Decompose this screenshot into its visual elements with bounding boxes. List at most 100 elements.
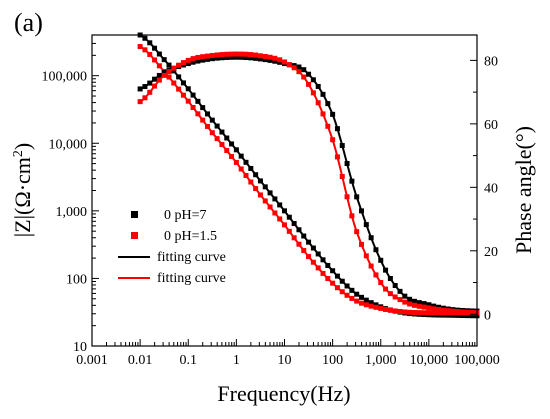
data-point (200, 57, 206, 63)
data-point (166, 69, 172, 75)
data-point (253, 55, 259, 61)
data-point (171, 68, 177, 74)
data-point (209, 130, 215, 136)
data-point (205, 53, 210, 59)
data-point (387, 291, 393, 297)
data-point (267, 54, 273, 60)
data-point (137, 44, 143, 50)
legend-label: fitting curve (157, 250, 226, 265)
data-point (440, 307, 446, 313)
legend-label: fitting curve (157, 271, 226, 286)
data-point (214, 123, 220, 129)
data-point (363, 297, 369, 303)
data-point (306, 81, 312, 87)
data-point (440, 310, 446, 316)
data-point (397, 288, 403, 294)
data-point (320, 111, 326, 117)
data-point (156, 51, 162, 57)
data-point (253, 52, 259, 58)
data-point (397, 297, 403, 303)
data-point (339, 278, 345, 284)
data-point (397, 309, 403, 314)
data-point (262, 57, 268, 63)
data-point (421, 304, 427, 310)
data-point (214, 136, 220, 142)
data-point (286, 228, 292, 234)
data-point (301, 67, 307, 73)
data-point (315, 100, 321, 106)
legend-item-0: 0 pH=7 (131, 208, 207, 223)
data-point (238, 54, 244, 60)
data-point (344, 194, 350, 200)
x-tick-label: 0.001 (76, 353, 108, 368)
data-point (152, 45, 158, 51)
data-point (469, 310, 475, 315)
legend-item-3: fitting curve (118, 271, 226, 286)
data-point (334, 273, 340, 279)
data-point (219, 142, 225, 148)
data-point (349, 287, 355, 293)
data-point (469, 313, 475, 319)
data-point (166, 62, 172, 68)
data-point (152, 83, 158, 89)
data-point (392, 283, 398, 288)
data-point (277, 202, 283, 208)
data-point (291, 221, 297, 227)
series-modulus-1 (137, 44, 480, 316)
legend-label: 0 pH=1.5 (164, 229, 217, 244)
data-point (282, 222, 287, 228)
data-point (310, 90, 316, 96)
y-right-tick-label: 60 (484, 118, 498, 133)
data-point (359, 208, 364, 214)
x-tick-label: 100 (322, 353, 343, 368)
data-point (209, 56, 215, 62)
data-point (315, 83, 321, 89)
data-point (176, 62, 182, 68)
data-point (460, 313, 466, 319)
data-point (147, 80, 153, 86)
x-tick-label: 0.01 (128, 353, 153, 368)
data-point (315, 251, 321, 257)
data-point (243, 54, 249, 60)
data-point (224, 135, 230, 141)
data-point (214, 52, 220, 58)
data-point (147, 51, 153, 57)
data-point (190, 92, 196, 98)
data-point (310, 259, 316, 265)
data-point (142, 84, 148, 90)
data-point (195, 111, 201, 117)
data-point (464, 309, 470, 315)
data-point (407, 301, 413, 307)
data-point (378, 257, 384, 263)
data-point (330, 137, 336, 143)
data-point (267, 190, 273, 196)
data-point (296, 69, 302, 75)
data-point (142, 47, 148, 53)
data-point (262, 53, 268, 59)
data-point (315, 265, 321, 271)
data-point (286, 62, 292, 68)
data-point (224, 148, 230, 154)
data-point (229, 153, 235, 159)
data-point (359, 241, 364, 247)
data-point (272, 58, 278, 64)
data-point (354, 229, 360, 235)
data-point (277, 216, 283, 222)
data-point (238, 153, 244, 159)
data-point (195, 54, 201, 60)
x-tick-label: 1,000 (365, 353, 397, 368)
data-point (156, 77, 162, 83)
data-point (402, 309, 408, 315)
data-point (325, 276, 331, 282)
data-point (219, 52, 225, 58)
data-point (416, 310, 422, 316)
data-point (229, 141, 235, 147)
data-point (267, 57, 273, 63)
data-point (257, 53, 263, 59)
data-point (310, 77, 316, 83)
data-point (334, 126, 340, 132)
data-point (344, 161, 350, 166)
data-point (248, 165, 254, 171)
legend-marker (131, 211, 138, 218)
